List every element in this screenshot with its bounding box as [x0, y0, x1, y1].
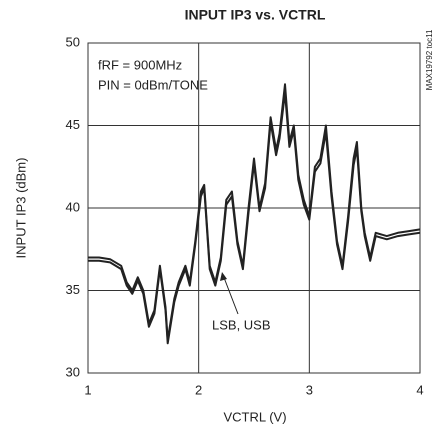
annotation: PIN = 0dBm/TONE: [98, 77, 208, 92]
annotation: MAX19792 toc11: [425, 29, 434, 90]
x-tick-label: 2: [195, 382, 202, 397]
annotation: fRF = 900MHz: [98, 57, 182, 72]
y-tick-label: 45: [66, 117, 80, 132]
x-tick-label: 3: [306, 382, 313, 397]
chart-title: INPUT IP3 vs. VCTRL: [185, 7, 326, 23]
arrow: [222, 274, 239, 315]
y-tick-label: 30: [66, 364, 80, 379]
x-tick-label: 4: [416, 382, 423, 397]
y-tick-label: 35: [66, 282, 80, 297]
arrow-head: [220, 272, 227, 281]
x-tick-label: 1: [84, 382, 91, 397]
y-axis-label: INPUT IP3 (dBm): [13, 158, 28, 259]
series-line: [88, 83, 421, 341]
y-tick-label: 50: [66, 34, 80, 49]
series-line: [88, 91, 421, 345]
y-tick-label: 40: [66, 199, 80, 214]
annotation: LSB, USB: [212, 317, 271, 332]
x-axis-label: VCTRL (V): [223, 409, 286, 424]
